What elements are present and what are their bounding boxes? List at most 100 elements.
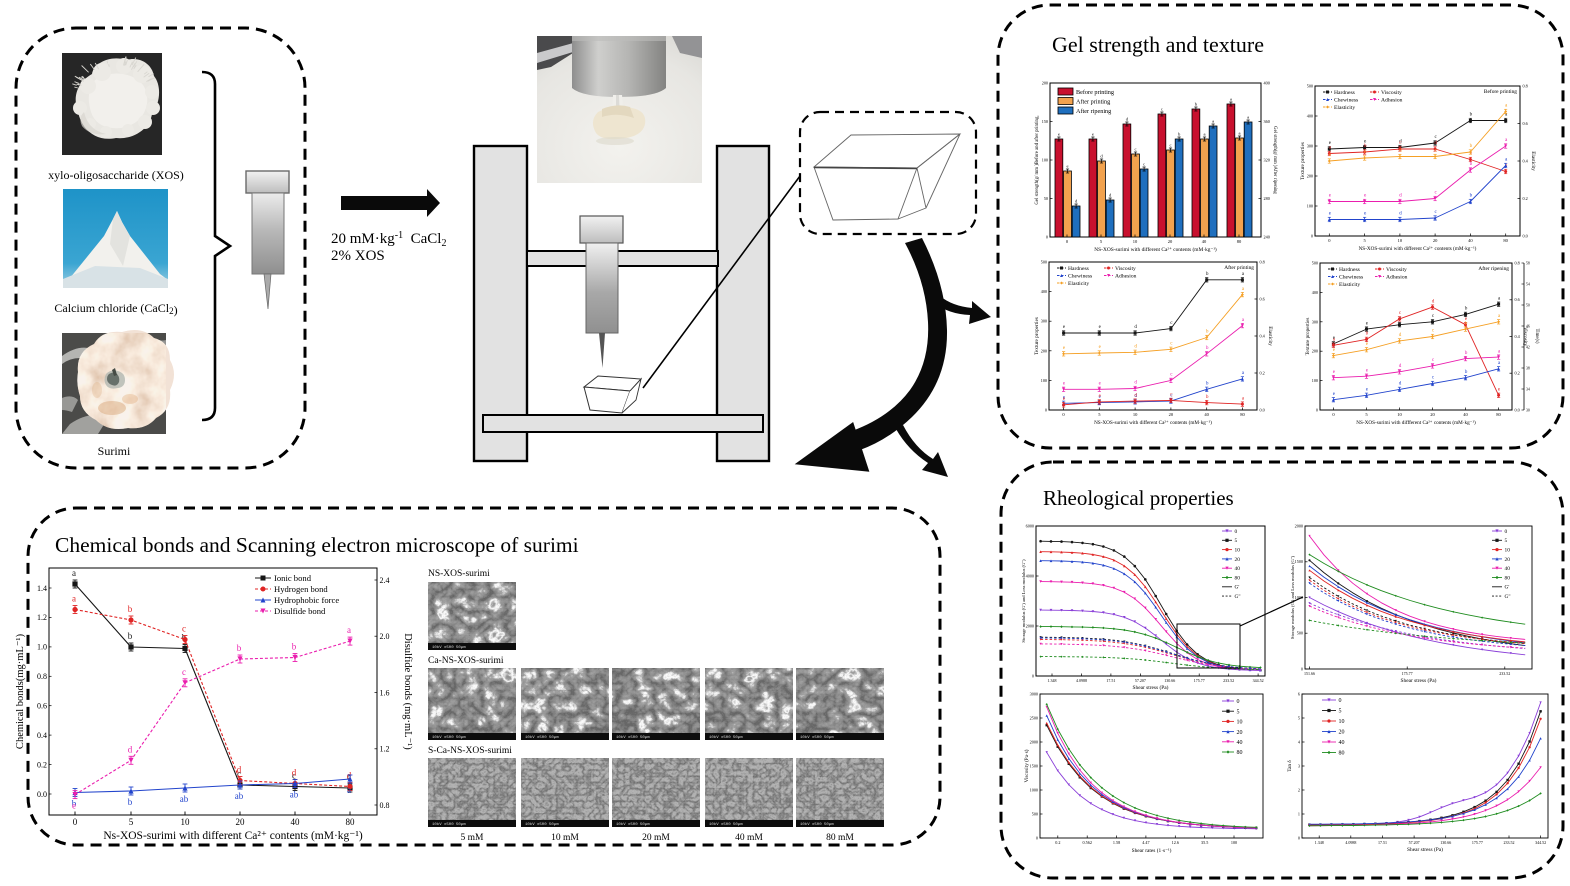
svg-text:e: e: [1333, 347, 1336, 353]
svg-text:344.52: 344.52: [1253, 678, 1264, 683]
svg-text:Chewiness: Chewiness: [1068, 274, 1092, 280]
svg-text:10kV x500 50µm: 10kV x500 50µm: [800, 735, 834, 740]
svg-text:d: d: [1100, 154, 1103, 159]
svg-text:d: d: [1399, 381, 1402, 387]
svg-text:Elasticity: Elasticity: [1530, 151, 1536, 171]
svg-text:0.6: 0.6: [37, 702, 47, 711]
svg-text:0.2: 0.2: [1523, 196, 1528, 201]
svg-text:e: e: [1329, 211, 1332, 217]
svg-text:c: c: [1170, 372, 1173, 378]
svg-text:100: 100: [1312, 378, 1318, 383]
svg-text:200: 200: [1042, 80, 1048, 85]
svg-text:300: 300: [1312, 319, 1318, 324]
svg-text:c: c: [1434, 209, 1437, 215]
svg-text:54: 54: [1526, 283, 1530, 287]
svg-text:b: b: [1206, 380, 1209, 386]
svg-text:500: 500: [1032, 811, 1038, 816]
svg-text:Texture properties: Texture properties: [1305, 318, 1311, 356]
svg-text:Viscosity: Viscosity: [1386, 267, 1407, 273]
svg-text:Texture properties: Texture properties: [1300, 142, 1306, 180]
svg-text:b: b: [1206, 345, 1209, 351]
svg-text:0.562: 0.562: [1082, 840, 1091, 845]
svg-text:a: a: [1212, 119, 1214, 124]
svg-text:20: 20: [1235, 557, 1241, 563]
svg-text:0: 0: [1301, 666, 1303, 671]
svg-text:c: c: [1134, 147, 1136, 152]
svg-text:0.2: 0.2: [37, 760, 47, 769]
svg-text:e: e: [1099, 324, 1102, 330]
svg-text:Surimi: Surimi: [98, 444, 131, 458]
svg-text:c: c: [182, 624, 186, 634]
svg-text:0.2: 0.2: [1055, 840, 1060, 845]
svg-text:1.348: 1.348: [1048, 678, 1057, 683]
svg-text:0.6: 0.6: [1260, 296, 1265, 301]
svg-text:35.5: 35.5: [1201, 840, 1208, 845]
svg-text:1.2: 1.2: [37, 613, 47, 622]
svg-text:10: 10: [1397, 412, 1402, 417]
svg-text:10: 10: [1237, 720, 1243, 726]
svg-text:10: 10: [1235, 548, 1241, 554]
svg-text:2.0: 2.0: [380, 632, 390, 641]
svg-text:Hydrogen bond: Hydrogen bond: [274, 584, 328, 594]
svg-text:5: 5: [1298, 715, 1300, 720]
svg-text:e: e: [1333, 369, 1336, 375]
svg-text:0: 0: [1036, 835, 1038, 840]
svg-text:Chewiness: Chewiness: [1334, 98, 1358, 104]
svg-text:0: 0: [1298, 835, 1300, 840]
svg-text:10kV x500 50µm: 10kV x500 50µm: [800, 822, 834, 827]
svg-text:e: e: [1470, 151, 1473, 157]
svg-text:80: 80: [1503, 238, 1508, 243]
svg-text:200: 200: [1307, 173, 1313, 178]
svg-text:57.207: 57.207: [1135, 678, 1146, 683]
svg-text:30: 30: [1526, 409, 1530, 413]
svg-text:G': G': [1235, 585, 1240, 591]
svg-text:10kV x500 50µm: 10kV x500 50µm: [525, 822, 559, 827]
svg-text:e: e: [1063, 380, 1066, 386]
svg-text:4.0988: 4.0988: [1076, 678, 1087, 683]
svg-text:Viscosity (Pa·s): Viscosity (Pa·s): [1023, 749, 1030, 782]
svg-text:150: 150: [1042, 119, 1048, 124]
svg-text:10: 10: [1339, 719, 1345, 725]
svg-text:0: 0: [1066, 239, 1069, 244]
svg-text:Hydrophobic force: Hydrophobic force: [274, 595, 339, 605]
svg-text:40: 40: [1204, 412, 1209, 417]
svg-text:4: 4: [1298, 739, 1301, 744]
svg-text:0.0: 0.0: [1515, 407, 1520, 412]
svg-text:a: a: [1498, 313, 1501, 319]
svg-text:d: d: [1434, 140, 1437, 146]
svg-text:d: d: [1134, 393, 1137, 399]
svg-text:40: 40: [1237, 740, 1243, 746]
svg-text:0.4: 0.4: [1260, 333, 1266, 338]
svg-text:233.52: 233.52: [1499, 671, 1510, 676]
svg-text:c: c: [292, 771, 296, 781]
svg-text:5: 5: [1363, 238, 1366, 243]
svg-text:Viscosity: Viscosity: [1522, 327, 1528, 347]
svg-text:0.8: 0.8: [1260, 259, 1265, 264]
svg-text:0.8: 0.8: [1515, 260, 1520, 265]
svg-text:d: d: [1399, 148, 1402, 154]
svg-text:Shear stress (Pa): Shear stress (Pa): [1133, 684, 1169, 691]
svg-text:Hardness: Hardness: [1334, 90, 1355, 96]
svg-text:4000: 4000: [1026, 573, 1034, 578]
svg-text:b: b: [1470, 112, 1473, 118]
svg-text:d: d: [1399, 363, 1402, 369]
svg-text:2000: 2000: [1030, 739, 1038, 744]
svg-text:0: 0: [1032, 673, 1034, 678]
svg-text:d: d: [292, 768, 297, 778]
svg-text:c: c: [1170, 392, 1173, 398]
svg-text:240: 240: [1264, 234, 1270, 239]
svg-text:Gel strength(g/ mm )Before and: Gel strength(g/ mm )Before and after pri…: [1035, 115, 1040, 204]
svg-text:Texture properties: Texture properties: [1034, 317, 1040, 355]
svg-text:xylo-oligosaccharide (XOS): xylo-oligosaccharide (XOS): [48, 168, 184, 182]
svg-text:0.2: 0.2: [1260, 370, 1265, 375]
svg-text:a: a: [1247, 115, 1249, 120]
svg-text:d: d: [1134, 324, 1137, 330]
svg-text:Elasticity: Elasticity: [1267, 326, 1273, 346]
svg-text:a: a: [72, 594, 76, 604]
svg-text:57.207: 57.207: [1409, 840, 1420, 845]
svg-text:e: e: [1366, 367, 1369, 373]
svg-text:b: b: [1366, 331, 1369, 337]
svg-text:b: b: [1206, 394, 1209, 400]
svg-text:6000: 6000: [1026, 523, 1034, 528]
svg-text:40 mM: 40 mM: [735, 833, 763, 843]
